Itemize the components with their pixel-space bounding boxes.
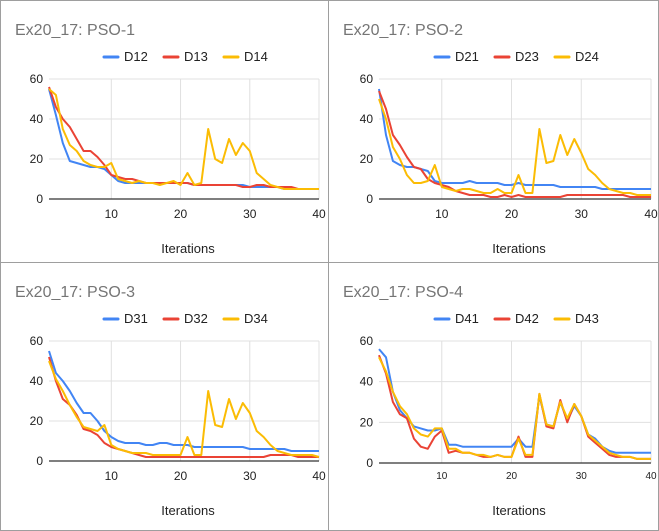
x-tick-label: 40	[644, 207, 658, 221]
chart-panel-3: Ex20_17: PSO-3 D31 D32 D34 0 20 40 60 10 20 30 40 It…	[1, 263, 329, 530]
legend-label: D43	[575, 311, 599, 326]
y-tick-label: 0	[366, 192, 373, 206]
x-axis-label: Iterations	[492, 241, 546, 256]
x-tick-label: 10	[105, 469, 119, 483]
legend-label: D34	[244, 311, 268, 326]
legend-item-d32: D32	[162, 311, 208, 326]
y-tick-label: 20	[360, 152, 374, 166]
y-tick-label: 20	[360, 415, 374, 429]
series-line-d34	[48, 360, 320, 458]
legend-item-d21: D21	[433, 49, 479, 64]
chart-title: Ex20_17: PSO-4	[343, 284, 463, 301]
chart-panel-1: Ex20_17: PSO-1 D12 D13 D14 0 20 40 60 10 20 30 40 It…	[1, 1, 329, 263]
y-tick-label: 20	[30, 152, 44, 166]
x-tick-label: 20	[174, 207, 188, 221]
legend-label: D12	[124, 49, 148, 64]
y-tick-label: 40	[30, 112, 44, 126]
line-chart-pso-3: Ex20_17: PSO-3 D31 D32 D34 0 20 40 60 10 20 30 40 It…	[15, 284, 326, 518]
chart-title: Ex20_17: PSO-2	[343, 22, 463, 39]
y-tick-label: 20	[30, 414, 44, 428]
legend: D21 D23 D24	[433, 49, 599, 64]
chart-panel-2: Ex20_17: PSO-2 D21 D23 D24 0 20 40 60 10 20 30 40 It…	[329, 1, 658, 263]
series-line-d32	[48, 356, 319, 458]
legend: D12 D13 D14	[102, 49, 268, 64]
y-tick-label: 60	[360, 334, 374, 348]
legend-item-d42: D42	[493, 311, 539, 326]
series-line-d13	[48, 86, 319, 190]
y-tick-label: 0	[366, 456, 373, 470]
series-line-d41	[378, 348, 651, 454]
legend-label: D42	[515, 311, 539, 326]
x-tick-label: 30	[575, 207, 589, 221]
legend-label: D32	[184, 311, 208, 326]
y-tick-label: 60	[30, 334, 44, 348]
series-line-d12	[48, 88, 319, 190]
legend-label: D13	[184, 49, 208, 64]
legend-item-d14: D14	[222, 49, 268, 64]
x-tick-label: 20	[506, 471, 518, 482]
series-line-d31	[48, 350, 319, 452]
chart-panel-4: Ex20_17: PSO-4 D41 D42 D43 0 20 40 60 10 20 30 40 It…	[329, 263, 658, 530]
legend: D31 D32 D34	[102, 311, 268, 326]
y-tick-label: 60	[360, 72, 374, 86]
x-tick-label: 20	[505, 207, 519, 221]
x-tick-label: 30	[576, 471, 588, 482]
x-tick-label: 30	[243, 207, 257, 221]
legend-label: D14	[244, 49, 268, 64]
series-line-d21	[378, 88, 651, 190]
legend-item-d31: D31	[102, 311, 148, 326]
x-tick-label: 40	[645, 471, 657, 482]
x-axis-label: Iterations	[161, 503, 215, 518]
legend-label: D23	[515, 49, 539, 64]
line-chart-pso-4: Ex20_17: PSO-4 D41 D42 D43 0 20 40 60 10 20 30 40 It…	[343, 284, 657, 518]
line-chart-pso-2: Ex20_17: PSO-2 D21 D23 D24 0 20 40 60 10 20 30 40 It…	[343, 22, 658, 256]
y-tick-label: 0	[36, 192, 43, 206]
x-tick-label: 10	[105, 207, 119, 221]
y-tick-label: 60	[30, 72, 44, 86]
series-line-d23	[378, 90, 651, 198]
x-tick-label: 40	[312, 207, 326, 221]
x-tick-label: 30	[243, 469, 257, 483]
y-tick-label: 40	[30, 374, 44, 388]
line-chart-pso-1: Ex20_17: PSO-1 D12 D13 D14 0 20 40 60 10 20 30 40 It…	[15, 22, 326, 256]
chart-title: Ex20_17: PSO-1	[15, 22, 135, 39]
x-axis-label: Iterations	[161, 241, 215, 256]
x-axis-label: Iterations	[492, 503, 546, 518]
legend-label: D21	[455, 49, 479, 64]
legend-item-d43: D43	[553, 311, 599, 326]
series-line-d43	[378, 356, 651, 460]
legend-label: D41	[455, 311, 479, 326]
legend-label: D31	[124, 311, 148, 326]
legend-item-d13: D13	[162, 49, 208, 64]
chart-title: Ex20_17: PSO-3	[15, 284, 135, 301]
legend-label: D24	[575, 49, 599, 64]
legend-item-d41: D41	[433, 311, 479, 326]
y-tick-label: 40	[360, 112, 374, 126]
legend-item-d34: D34	[222, 311, 268, 326]
x-tick-label: 10	[436, 471, 448, 482]
series-line-d14	[48, 88, 319, 190]
y-tick-label: 0	[36, 454, 43, 468]
y-tick-label: 40	[360, 375, 374, 389]
series-line-d24	[378, 98, 651, 196]
legend-item-d12: D12	[102, 49, 148, 64]
legend-item-d24: D24	[553, 49, 599, 64]
legend: D41 D42 D43	[433, 311, 599, 326]
legend-item-d23: D23	[493, 49, 539, 64]
x-tick-label: 20	[174, 469, 188, 483]
x-tick-label: 10	[435, 207, 449, 221]
x-tick-label: 40	[312, 469, 326, 483]
